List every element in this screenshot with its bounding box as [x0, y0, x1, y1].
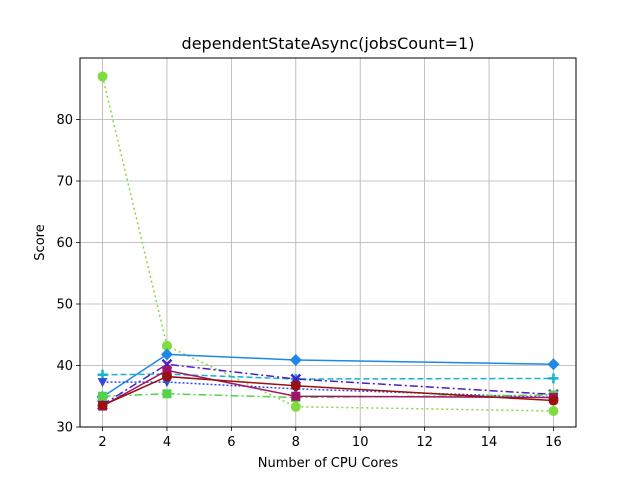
y-tick-label: 40 [56, 359, 73, 374]
x-tick-label: 10 [352, 435, 369, 450]
y-tick-label: 30 [56, 421, 73, 436]
series-line [102, 373, 554, 380]
y-ticks: 30 40 50 60 70 80 [56, 113, 80, 436]
data-point [291, 391, 301, 401]
series-line [102, 375, 554, 407]
series-line [102, 369, 554, 407]
data-point [97, 71, 108, 82]
data-point [548, 373, 559, 384]
data-point [162, 365, 172, 375]
data-point [289, 353, 302, 366]
x-ticks: 2 4 6 8 10 12 14 16 [98, 427, 562, 450]
data-point [97, 378, 108, 388]
x-tick-label: 2 [98, 435, 106, 450]
data-point [548, 395, 559, 406]
data-point [290, 401, 301, 412]
series [97, 71, 559, 417]
data-point [290, 380, 301, 391]
x-tick-label: 12 [416, 435, 433, 450]
chart-title: dependentStateAsync(jobsCount=1) [182, 34, 475, 53]
data-point [548, 406, 559, 417]
data-point [98, 391, 108, 401]
x-axis-label: Number of CPU Cores [258, 456, 399, 471]
x-tick-label: 14 [481, 435, 498, 450]
data-point [97, 369, 108, 380]
y-tick-label: 60 [56, 236, 73, 251]
data-point [547, 358, 560, 371]
y-tick-label: 70 [56, 175, 73, 190]
x-tick-label: 8 [292, 435, 300, 450]
series-line [102, 363, 554, 406]
x-tick-label: 4 [163, 435, 171, 450]
series-layer [96, 71, 560, 417]
y-tick-label: 50 [56, 298, 73, 313]
data-point [161, 340, 172, 351]
data-point [160, 348, 173, 361]
series-line [102, 353, 554, 398]
x-tick-label: 16 [545, 435, 562, 450]
series [97, 371, 559, 411]
data-point [97, 400, 108, 411]
data-point [162, 389, 172, 399]
y-axis-label: Score [33, 224, 48, 260]
series-line [102, 381, 554, 399]
x-tick-label: 6 [227, 435, 235, 450]
y-tick-label: 80 [56, 113, 73, 128]
data-point [161, 371, 172, 382]
